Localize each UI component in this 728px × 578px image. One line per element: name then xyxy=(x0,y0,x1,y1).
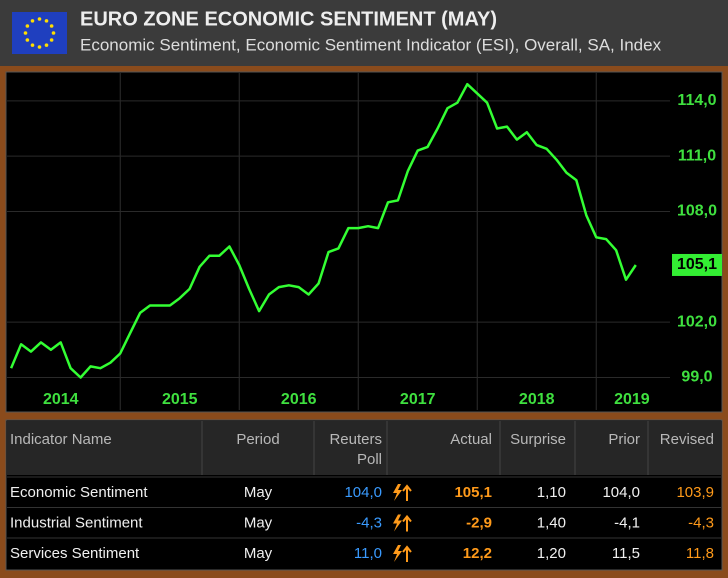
table-cell: 105,1 xyxy=(454,484,492,501)
x-tick-label: 2014 xyxy=(43,391,79,408)
table-cell: 104,0 xyxy=(602,484,640,501)
x-tick-label: 2019 xyxy=(614,391,650,408)
arrow xyxy=(402,514,412,532)
star xyxy=(51,31,56,35)
star xyxy=(25,38,30,42)
star xyxy=(49,24,54,28)
table-cell: 1,20 xyxy=(537,545,566,562)
beat-icon xyxy=(393,514,412,532)
table-cell: 104,0 xyxy=(344,484,382,501)
column-header: Surprise xyxy=(510,431,566,448)
series-line xyxy=(9,82,637,379)
chart-panel xyxy=(5,71,723,413)
column-header: Period xyxy=(236,431,279,448)
x-tick-label: 2018 xyxy=(519,391,555,408)
header-bar xyxy=(0,0,728,66)
table-cell: 103,9 xyxy=(676,484,714,501)
star xyxy=(49,38,54,42)
subtitle: Economic Sentiment, Economic Sentiment I… xyxy=(80,35,662,54)
y-tick-label: 114,0 xyxy=(677,92,716,109)
star xyxy=(30,43,35,47)
y-tick-label: 108,0 xyxy=(677,203,717,220)
x-tick-label: 2016 xyxy=(281,391,317,408)
table-cell: 11,8 xyxy=(686,545,714,562)
flag-stars xyxy=(23,17,56,49)
column-header: Reuters Poll xyxy=(329,431,382,468)
table-cell: May xyxy=(244,514,273,531)
beat-icon xyxy=(393,484,412,501)
table-cell: Services Sentiment xyxy=(10,545,140,562)
arrow xyxy=(402,484,412,501)
x-tick-label: 2015 xyxy=(162,391,198,408)
star xyxy=(44,43,49,47)
column-header: Actual xyxy=(450,431,492,448)
table-cell: 1,10 xyxy=(537,484,566,501)
title: EURO ZONE ECONOMIC SENTIMENT (MAY) xyxy=(80,8,497,30)
table-cell: 12,2 xyxy=(463,545,492,562)
beat-icon xyxy=(393,545,412,562)
table-cell: Economic Sentiment xyxy=(10,484,148,501)
table-cell: 11,5 xyxy=(612,545,640,562)
table-cell: 1,40 xyxy=(537,514,566,531)
arrow xyxy=(402,545,412,562)
table-cell: -4,1 xyxy=(614,514,640,531)
column-header: Indicator Name xyxy=(10,431,112,448)
table-header xyxy=(7,421,721,475)
star xyxy=(30,19,35,23)
bolt xyxy=(393,514,402,532)
x-tick-label: 2017 xyxy=(400,391,436,408)
table-cell: -4,3 xyxy=(356,514,382,531)
bolt xyxy=(393,484,402,501)
table-cell: -2,9 xyxy=(466,514,492,531)
bolt xyxy=(393,545,402,562)
current-value-label: 105,1 xyxy=(677,256,717,273)
table-cell: Industrial Sentiment xyxy=(10,514,143,531)
table-cell: May xyxy=(244,545,273,562)
y-tick-label: 99,0 xyxy=(681,369,712,386)
current-value-box xyxy=(672,253,722,276)
table-cell: May xyxy=(244,484,273,501)
column-header: Prior xyxy=(608,431,640,448)
star xyxy=(37,17,42,21)
star xyxy=(44,19,49,23)
star xyxy=(25,24,30,28)
table-cell: 11,0 xyxy=(354,545,382,562)
table-cell: -4,3 xyxy=(688,514,714,531)
star xyxy=(37,45,42,49)
y-tick-label: 102,0 xyxy=(677,313,717,330)
column-header: Revised xyxy=(660,431,714,448)
y-tick-label: 111,0 xyxy=(678,147,716,164)
star xyxy=(23,31,28,35)
